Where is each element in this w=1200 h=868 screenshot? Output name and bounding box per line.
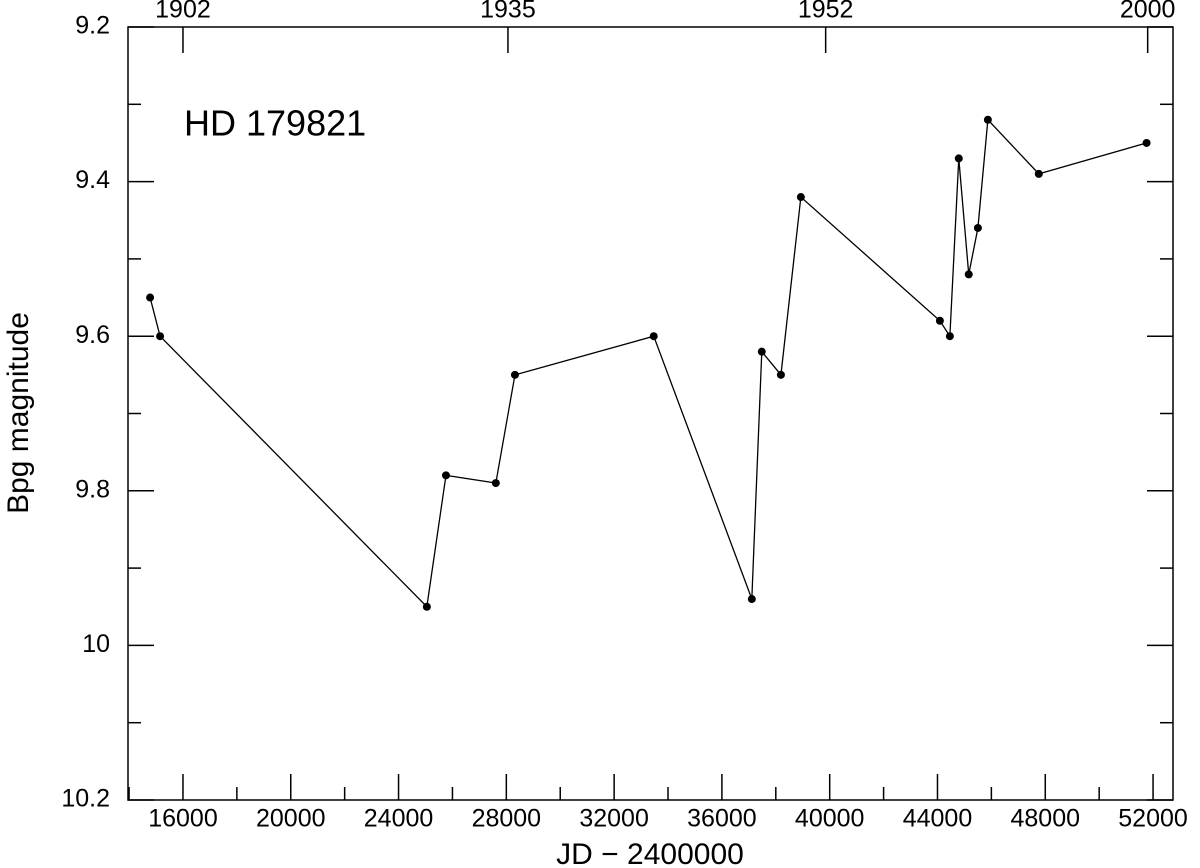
data-point [510,370,519,379]
x-tick-label: 20000 [256,805,326,833]
y-tick-label: 9.2 [75,12,110,40]
data-point [441,471,450,480]
x-tick-label: 36000 [687,805,757,833]
y-tick-label: 10 [82,630,110,658]
data-point [796,193,805,202]
x-tick-label: 40000 [795,805,865,833]
data-point [973,223,982,232]
data-point [422,602,431,611]
x-tick-label: 52000 [1118,805,1188,833]
y-tick-label: 9.6 [75,321,110,349]
data-point [649,332,658,341]
annotation: HD 179821 [184,103,366,144]
x-tick-label: 24000 [364,805,434,833]
data-line [149,118,1147,609]
data-point [964,270,973,279]
y-tick-label: 9.4 [75,166,110,194]
data-point [935,316,944,325]
x-tick-label: 32000 [579,805,649,833]
data-point [491,479,500,488]
data-point [945,332,954,341]
data-point [747,595,756,604]
data-point [954,154,963,163]
data-point [757,347,766,356]
x2-tick-label: 1952 [798,0,854,24]
x-tick-label: 48000 [1011,805,1081,833]
y-tick-label: 10.2 [61,785,110,813]
x-axis-label: JD − 2400000 [556,838,744,868]
x2-tick-label: 1902 [155,0,211,24]
x-tick-label: 44000 [903,805,973,833]
data-point [1142,138,1151,147]
y-tick-label: 9.8 [75,475,110,503]
data-point [156,332,165,341]
x2-tick-label: 2000 [1120,0,1176,24]
data-point [983,115,992,124]
x-tick-label: 16000 [148,805,218,833]
y-axis-label: Bpg magnitude [2,312,35,514]
data-point [1034,169,1043,178]
x-tick-label: 28000 [472,805,542,833]
data-point [146,293,155,302]
x2-tick-label: 1935 [480,0,536,24]
data-point [776,370,785,379]
